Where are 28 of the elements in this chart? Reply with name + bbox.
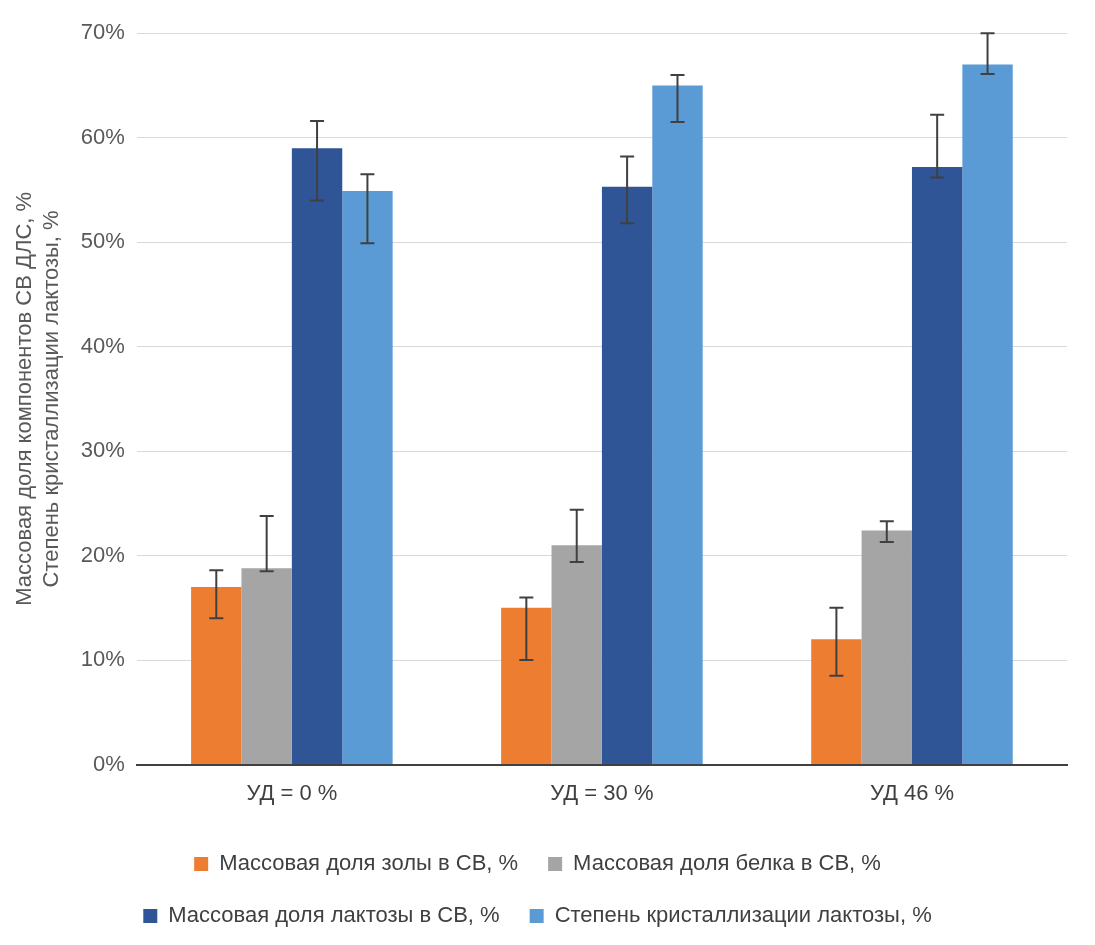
bar: [962, 64, 1013, 765]
x-tick-label: УД 46 %: [869, 779, 955, 805]
bar: [551, 545, 602, 765]
bar: [911, 166, 963, 765]
bar: [652, 85, 703, 765]
y-tick-label: 20%: [80, 541, 125, 567]
bar: [191, 586, 242, 765]
bar: [601, 186, 653, 765]
bar: [342, 190, 393, 765]
x-tick-label: УД = 30 %: [550, 779, 654, 805]
legend-label: Массовая доля золы в СВ, %: [219, 850, 519, 876]
y-tick-label: 30%: [80, 437, 125, 463]
y-tick-label: 0%: [93, 750, 125, 776]
y-tick-label: 50%: [80, 228, 125, 254]
bar: [291, 148, 343, 765]
legend-label: Степень кристаллизации лактозы, %: [554, 902, 932, 928]
y-tick-label: 70%: [80, 19, 125, 45]
y-tick-label: 60%: [80, 123, 125, 149]
x-tick-label: УД = 0 %: [246, 779, 338, 805]
bar: [811, 639, 862, 765]
y-tick-label: 40%: [80, 332, 125, 358]
legend-label: Массовая доля лактозы в СВ, %: [168, 902, 500, 928]
legend-label: Массовая доля белка в СВ, %: [573, 850, 881, 876]
bar: [241, 568, 292, 765]
y-tick-label: 10%: [80, 646, 125, 672]
bar: [861, 530, 912, 765]
bar: [501, 607, 552, 765]
y-axis-title: Массовая доля компонентов СВ ДЛС, % Степень кристаллизации лактозы, %: [11, 191, 63, 606]
